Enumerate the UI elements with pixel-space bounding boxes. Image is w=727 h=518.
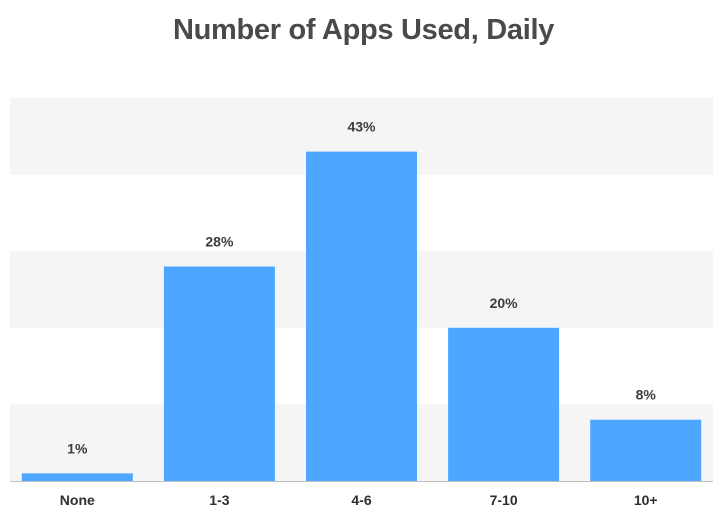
value-label: 20% bbox=[490, 295, 519, 311]
category-label: None bbox=[60, 492, 95, 508]
value-label: 8% bbox=[636, 387, 657, 403]
category-label: 4-6 bbox=[351, 492, 371, 508]
bar-7-10 bbox=[448, 327, 560, 481]
bar-10- bbox=[590, 419, 702, 481]
value-label: 28% bbox=[205, 234, 234, 250]
bar-4-6 bbox=[306, 151, 417, 481]
bar-1-3 bbox=[163, 266, 275, 481]
value-label: 1% bbox=[67, 440, 88, 456]
category-label: 10+ bbox=[634, 492, 658, 508]
category-label: 7-10 bbox=[490, 492, 518, 508]
category-labels: None 1-3 4-6 7-10 10+ bbox=[60, 492, 658, 508]
category-label: 1-3 bbox=[209, 492, 229, 508]
value-labels: 1% 28% 43% 20% 8% bbox=[67, 119, 656, 457]
bar-none bbox=[21, 473, 133, 481]
chart-title: Number of Apps Used, Daily bbox=[172, 14, 555, 46]
bars-group bbox=[21, 151, 702, 481]
value-label: 43% bbox=[347, 119, 376, 135]
